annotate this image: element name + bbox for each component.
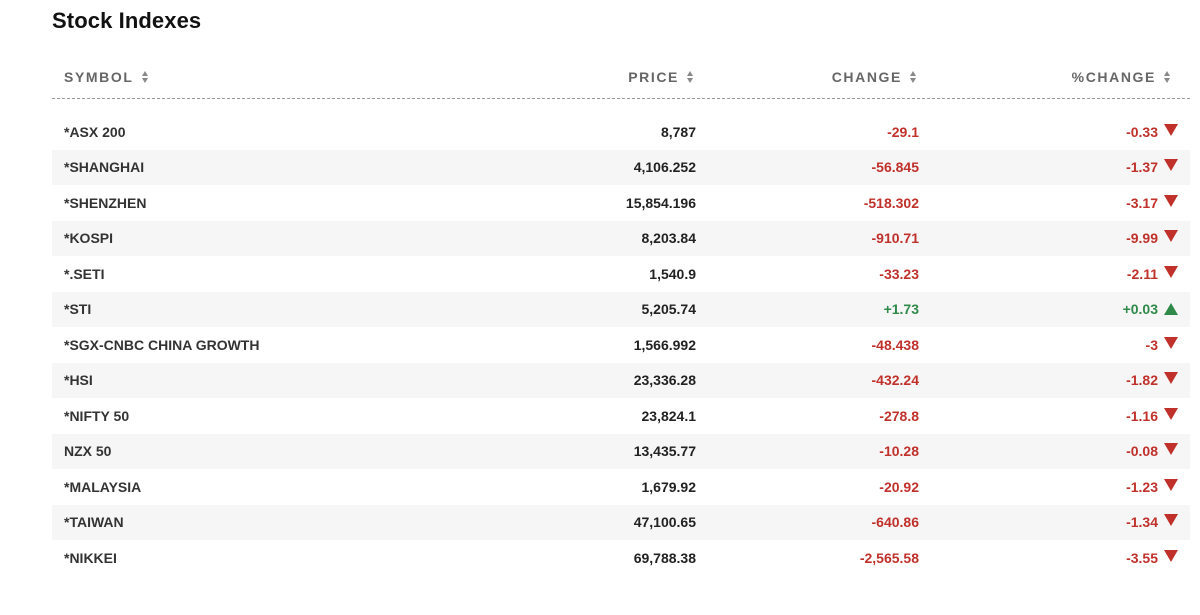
triangle-down-icon xyxy=(1164,549,1178,562)
triangle-down-icon xyxy=(1164,159,1178,172)
table-row[interactable]: *NIFTY 50 23,824.1 -278.8 -1.16 xyxy=(52,398,1190,434)
change-cell: -640.86 xyxy=(871,514,919,531)
change-cell: -518.302 xyxy=(863,194,919,211)
table-row[interactable]: *ASX 200 8,787 -29.1 -0.33 xyxy=(52,114,1190,150)
pct-change-cell: -9.99 xyxy=(1126,230,1158,247)
symbol-cell[interactable]: *MALAYSIA xyxy=(64,478,142,495)
change-cell: -29.1 xyxy=(887,123,919,140)
table-row[interactable]: *SHENZHEN 15,854.196 -518.302 -3.17 xyxy=(52,185,1190,221)
table-row[interactable]: *MALAYSIA 1,679.92 -20.92 -1.23 xyxy=(52,469,1190,505)
table-row[interactable]: *STI 5,205.74 +1.73 +0.03 xyxy=(52,291,1190,327)
symbol-cell[interactable]: *SHANGHAI xyxy=(64,159,145,176)
triangle-up-icon xyxy=(1164,303,1178,316)
symbol-cell[interactable]: *.SETI xyxy=(64,265,105,282)
price-cell: 23,824.1 xyxy=(641,407,697,424)
price-cell: 47,100.65 xyxy=(633,514,696,531)
triangle-down-icon xyxy=(1164,194,1178,207)
pct-change-cell: -1.34 xyxy=(1126,514,1158,531)
pct-change-cell: -2.11 xyxy=(1126,265,1158,282)
symbol-cell[interactable]: *KOSPI xyxy=(64,230,114,247)
table-row[interactable]: *KOSPI 8,203.84 -910.71 -9.99 xyxy=(52,220,1190,256)
triangle-down-icon xyxy=(1164,123,1178,136)
table-row[interactable]: *TAIWAN 47,100.65 -640.86 -1.34 xyxy=(52,504,1190,540)
symbol-cell[interactable]: *NIKKEI xyxy=(64,549,117,566)
column-header-symbol[interactable]: SYMBOL xyxy=(64,69,148,85)
page-title: Stock Indexes xyxy=(52,8,202,33)
sort-icon[interactable] xyxy=(1164,70,1170,84)
pct-change-cell: -1.82 xyxy=(1126,372,1158,389)
column-header-change-label: CHANGE xyxy=(831,69,902,85)
symbol-cell[interactable]: *TAIWAN xyxy=(64,514,124,531)
symbol-cell[interactable]: NZX 50 xyxy=(64,443,112,460)
price-cell: 1,566.992 xyxy=(633,336,696,353)
sort-icon[interactable] xyxy=(141,70,148,84)
triangle-down-icon xyxy=(1164,372,1178,385)
price-cell: 4,106.252 xyxy=(633,159,696,176)
table-body: *ASX 200 8,787 -29.1 -0.33 *SHANGHAI 4,106.25… xyxy=(52,114,1190,576)
symbol-cell[interactable]: *SHENZHEN xyxy=(64,194,147,211)
change-cell: -20.92 xyxy=(879,478,919,495)
column-header-change[interactable]: CHANGE xyxy=(832,69,916,85)
sort-icon[interactable] xyxy=(687,70,693,84)
pct-change-cell: -1.23 xyxy=(1126,478,1158,495)
symbol-cell[interactable]: *STI xyxy=(64,301,92,318)
change-cell: +1.73 xyxy=(883,301,919,318)
column-header-pct-change-label: %CHANGE xyxy=(1071,69,1156,85)
price-cell: 69,788.38 xyxy=(633,549,696,566)
table-row[interactable]: *SHANGHAI 4,106.252 -56.845 -1.37 xyxy=(52,149,1190,185)
price-cell: 23,336.28 xyxy=(633,372,696,389)
price-cell: 8,203.84 xyxy=(641,230,697,247)
column-header-pct-change[interactable]: %CHANGE xyxy=(1072,69,1170,85)
change-cell: -432.24 xyxy=(871,372,919,389)
price-cell: 1,679.92 xyxy=(641,478,697,495)
change-cell: -56.845 xyxy=(871,159,919,176)
change-cell: -48.438 xyxy=(871,336,919,353)
stock-indexes-table: SYMBOL PRICE CHANGE %CHANGE *ASX 200 8,78… xyxy=(52,58,1190,566)
triangle-down-icon xyxy=(1164,265,1178,278)
triangle-down-icon xyxy=(1164,407,1178,420)
symbol-cell[interactable]: *ASX 200 xyxy=(64,123,126,140)
triangle-down-icon xyxy=(1164,336,1178,349)
sort-icon[interactable] xyxy=(910,70,916,84)
symbol-cell[interactable]: *HSI xyxy=(64,372,93,389)
pct-change-cell: -1.16 xyxy=(1126,407,1158,424)
price-cell: 5,205.74 xyxy=(641,301,697,318)
column-header-price-label: PRICE xyxy=(628,69,679,85)
symbol-cell[interactable]: *SGX-CNBC CHINA GROWTH xyxy=(64,336,260,353)
pct-change-cell: -0.08 xyxy=(1126,443,1158,460)
triangle-down-icon xyxy=(1164,514,1178,527)
table-row[interactable]: NZX 50 13,435.77 -10.28 -0.08 xyxy=(52,433,1190,469)
pct-change-cell: +0.03 xyxy=(1122,301,1158,318)
table-row[interactable]: *HSI 23,336.28 -432.24 -1.82 xyxy=(52,362,1190,398)
table-header: SYMBOL PRICE CHANGE %CHANGE xyxy=(52,58,1190,99)
change-cell: -10.28 xyxy=(879,443,919,460)
triangle-down-icon xyxy=(1164,230,1178,243)
change-cell: -33.23 xyxy=(879,265,919,282)
price-cell: 1,540.9 xyxy=(649,265,696,282)
triangle-down-icon xyxy=(1164,478,1178,491)
table-row[interactable]: *SGX-CNBC CHINA GROWTH 1,566.992 -48.438 -3 xyxy=(52,327,1190,363)
column-header-price[interactable]: PRICE xyxy=(628,69,693,85)
change-cell: -910.71 xyxy=(871,230,919,247)
pct-change-cell: -1.37 xyxy=(1126,159,1158,176)
triangle-down-icon xyxy=(1164,443,1178,456)
column-header-symbol-label: SYMBOL xyxy=(64,69,134,85)
table-row[interactable]: *NIKKEI 69,788.38 -2,565.58 -3.55 xyxy=(52,540,1190,576)
table-row[interactable]: *.SETI 1,540.9 -33.23 -2.11 xyxy=(52,256,1190,292)
pct-change-cell: -3 xyxy=(1145,336,1158,353)
pct-change-cell: -3.17 xyxy=(1126,194,1158,211)
price-cell: 15,854.196 xyxy=(625,194,696,211)
price-cell: 13,435.77 xyxy=(633,443,696,460)
pct-change-cell: -3.55 xyxy=(1126,549,1158,566)
symbol-cell[interactable]: *NIFTY 50 xyxy=(64,407,130,424)
change-cell: -2,565.58 xyxy=(859,549,919,566)
price-cell: 8,787 xyxy=(660,123,696,140)
change-cell: -278.8 xyxy=(879,407,919,424)
pct-change-cell: -0.33 xyxy=(1126,123,1158,140)
